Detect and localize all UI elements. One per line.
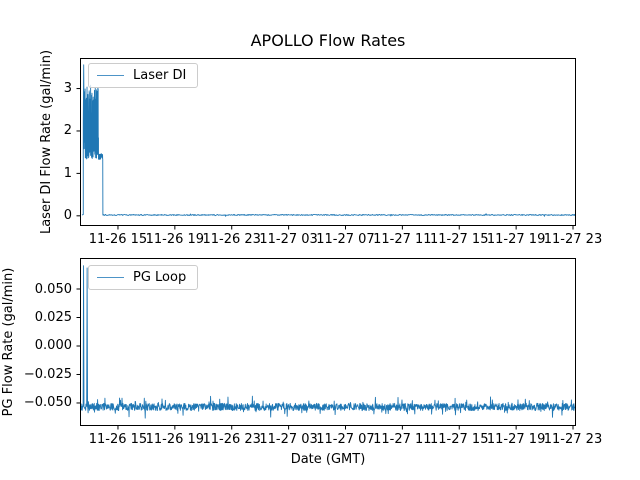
chart-title: APOLLO Flow Rates [250,31,406,50]
x-tick-label: 11-27 03 [259,232,318,247]
x-tick-label: 11-26 23 [202,432,261,447]
x-tick-label: 11-27 15 [430,432,489,447]
x-tick-label: 11-27 19 [486,432,546,447]
x-tick-label: 11-27 07 [316,232,375,247]
x-tick-label: 11-26 23 [202,232,261,247]
y-tick-label: 2 [63,123,72,139]
axes-frame [80,58,576,226]
legend-label-laser-di: Laser DI [133,68,187,83]
x-tick-label: 11-26 19 [145,232,205,247]
x-tick-label: 11-27 23 [543,432,603,447]
series-line-pg-loop [80,265,576,419]
y-tick-label: −0.050 [23,395,72,411]
x-tick-label: 11-26 15 [88,432,148,447]
legend-line-sample-icon [97,75,124,76]
legend-line-sample-icon [97,277,124,278]
x-tick-label: 11-27 11 [373,432,432,447]
axes-frame [80,258,576,426]
y-tick-label: 3 [63,81,72,97]
y-tick-label: −0.025 [23,366,72,382]
x-tick-label: 11-27 23 [543,232,603,247]
legend-label-pg-loop: PG Loop [133,270,187,285]
x-tick-label: 11-27 19 [486,232,546,247]
series-line-laser-di [81,64,576,217]
y-tick-label: 1 [63,165,72,181]
x-tick-label: 11-26 19 [145,432,205,447]
legend-laser-di: Laser DI [88,63,199,88]
y-tick-label: 0 [63,208,72,224]
x-tick-label: 11-27 03 [259,432,318,447]
x-tick-label: 11-27 11 [373,232,432,247]
x-tick-label: 11-26 15 [88,232,148,247]
y-tick-label: 0.025 [34,309,72,325]
x-tick-label: 11-27 07 [316,432,375,447]
x-tick-label: 11-27 15 [430,232,489,247]
y-tick-label: 0.050 [34,281,72,297]
legend-pg-loop: PG Loop [88,265,199,290]
y-tick-label: 0.000 [34,338,72,354]
x-axis-label: Date (GMT) [290,452,366,467]
